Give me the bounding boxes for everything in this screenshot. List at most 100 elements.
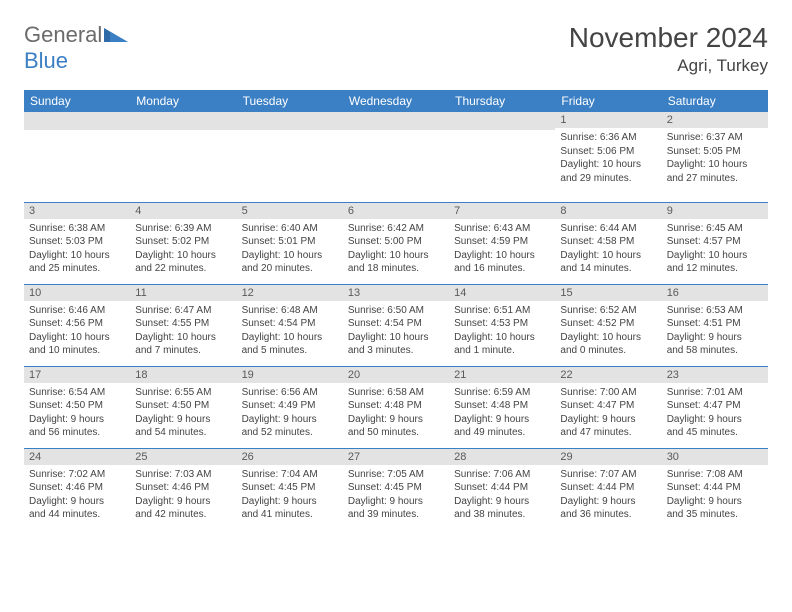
- calendar-week-row: 10Sunrise: 6:46 AMSunset: 4:56 PMDayligh…: [24, 284, 768, 366]
- daylight-text-2: and 3 minutes.: [348, 344, 444, 358]
- calendar-day-cell: [237, 112, 343, 202]
- daylight-text-2: and 47 minutes.: [560, 426, 656, 440]
- calendar-day-cell: 7Sunrise: 6:43 AMSunset: 4:59 PMDaylight…: [449, 202, 555, 284]
- daylight-text-2: and 14 minutes.: [560, 262, 656, 276]
- day-number: 18: [130, 367, 236, 383]
- sunrise-text: Sunrise: 7:06 AM: [454, 468, 550, 482]
- sunrise-text: Sunrise: 7:02 AM: [29, 468, 125, 482]
- calendar-day-cell: 30Sunrise: 7:08 AMSunset: 4:44 PMDayligh…: [662, 448, 768, 530]
- sunrise-text: Sunrise: 6:42 AM: [348, 222, 444, 236]
- location: Agri, Turkey: [569, 56, 768, 76]
- daylight-text-1: Daylight: 10 hours: [560, 158, 656, 172]
- daylight-text-1: Daylight: 10 hours: [560, 331, 656, 345]
- sunset-text: Sunset: 4:59 PM: [454, 235, 550, 249]
- daylight-text-1: Daylight: 10 hours: [454, 331, 550, 345]
- daylight-text-1: Daylight: 10 hours: [29, 249, 125, 263]
- daylight-text-2: and 52 minutes.: [242, 426, 338, 440]
- weekday-header: Tuesday: [237, 90, 343, 112]
- sunrise-text: Sunrise: 7:05 AM: [348, 468, 444, 482]
- day-details: Sunrise: 6:43 AMSunset: 4:59 PMDaylight:…: [449, 219, 555, 280]
- day-number: 25: [130, 449, 236, 465]
- sunset-text: Sunset: 4:44 PM: [560, 481, 656, 495]
- calendar-day-cell: 1Sunrise: 6:36 AMSunset: 5:06 PMDaylight…: [555, 112, 661, 202]
- empty-day-bar: [24, 112, 130, 130]
- sunset-text: Sunset: 4:50 PM: [29, 399, 125, 413]
- sunrise-text: Sunrise: 6:40 AM: [242, 222, 338, 236]
- sunrise-text: Sunrise: 6:51 AM: [454, 304, 550, 318]
- logo: General Blue: [24, 22, 128, 74]
- weekday-header: Sunday: [24, 90, 130, 112]
- daylight-text-1: Daylight: 9 hours: [454, 413, 550, 427]
- daylight-text-2: and 36 minutes.: [560, 508, 656, 522]
- daylight-text-2: and 5 minutes.: [242, 344, 338, 358]
- day-details: Sunrise: 6:38 AMSunset: 5:03 PMDaylight:…: [24, 219, 130, 280]
- day-details: Sunrise: 6:46 AMSunset: 4:56 PMDaylight:…: [24, 301, 130, 362]
- calendar-day-cell: [130, 112, 236, 202]
- day-details: Sunrise: 6:40 AMSunset: 5:01 PMDaylight:…: [237, 219, 343, 280]
- daylight-text-2: and 7 minutes.: [135, 344, 231, 358]
- daylight-text-2: and 41 minutes.: [242, 508, 338, 522]
- day-details: Sunrise: 6:45 AMSunset: 4:57 PMDaylight:…: [662, 219, 768, 280]
- daylight-text-1: Daylight: 10 hours: [667, 249, 763, 263]
- daylight-text-2: and 27 minutes.: [667, 172, 763, 186]
- calendar-day-cell: 22Sunrise: 7:00 AMSunset: 4:47 PMDayligh…: [555, 366, 661, 448]
- day-number: 2: [662, 112, 768, 128]
- daylight-text-2: and 10 minutes.: [29, 344, 125, 358]
- calendar-day-cell: 12Sunrise: 6:48 AMSunset: 4:54 PMDayligh…: [237, 284, 343, 366]
- daylight-text-1: Daylight: 10 hours: [242, 249, 338, 263]
- daylight-text-2: and 22 minutes.: [135, 262, 231, 276]
- day-number: 30: [662, 449, 768, 465]
- day-number: 14: [449, 285, 555, 301]
- daylight-text-1: Daylight: 9 hours: [667, 413, 763, 427]
- day-number: 29: [555, 449, 661, 465]
- sunrise-text: Sunrise: 6:36 AM: [560, 131, 656, 145]
- calendar-day-cell: 13Sunrise: 6:50 AMSunset: 4:54 PMDayligh…: [343, 284, 449, 366]
- weekday-header: Thursday: [449, 90, 555, 112]
- calendar-day-cell: 2Sunrise: 6:37 AMSunset: 5:05 PMDaylight…: [662, 112, 768, 202]
- day-number: 24: [24, 449, 130, 465]
- calendar-day-cell: 16Sunrise: 6:53 AMSunset: 4:51 PMDayligh…: [662, 284, 768, 366]
- daylight-text-1: Daylight: 9 hours: [348, 413, 444, 427]
- daylight-text-2: and 35 minutes.: [667, 508, 763, 522]
- sunrise-text: Sunrise: 7:00 AM: [560, 386, 656, 400]
- daylight-text-1: Daylight: 9 hours: [560, 495, 656, 509]
- empty-day-bar: [237, 112, 343, 130]
- calendar-day-cell: 5Sunrise: 6:40 AMSunset: 5:01 PMDaylight…: [237, 202, 343, 284]
- day-details: Sunrise: 7:03 AMSunset: 4:46 PMDaylight:…: [130, 465, 236, 526]
- sunset-text: Sunset: 5:03 PM: [29, 235, 125, 249]
- sunrise-text: Sunrise: 6:53 AM: [667, 304, 763, 318]
- sunset-text: Sunset: 4:45 PM: [242, 481, 338, 495]
- daylight-text-2: and 56 minutes.: [29, 426, 125, 440]
- day-number: 7: [449, 203, 555, 219]
- sunrise-text: Sunrise: 6:46 AM: [29, 304, 125, 318]
- sunset-text: Sunset: 4:53 PM: [454, 317, 550, 331]
- daylight-text-2: and 20 minutes.: [242, 262, 338, 276]
- logo-triangle-icon: [104, 26, 128, 47]
- daylight-text-1: Daylight: 10 hours: [454, 249, 550, 263]
- sunrise-text: Sunrise: 6:59 AM: [454, 386, 550, 400]
- sunset-text: Sunset: 4:55 PM: [135, 317, 231, 331]
- day-number: 11: [130, 285, 236, 301]
- sunset-text: Sunset: 4:54 PM: [242, 317, 338, 331]
- daylight-text-1: Daylight: 9 hours: [348, 495, 444, 509]
- day-details: Sunrise: 6:48 AMSunset: 4:54 PMDaylight:…: [237, 301, 343, 362]
- day-details: Sunrise: 6:42 AMSunset: 5:00 PMDaylight:…: [343, 219, 449, 280]
- calendar-week-row: 1Sunrise: 6:36 AMSunset: 5:06 PMDaylight…: [24, 112, 768, 202]
- sunrise-text: Sunrise: 6:55 AM: [135, 386, 231, 400]
- weekday-header-row: Sunday Monday Tuesday Wednesday Thursday…: [24, 90, 768, 112]
- title-block: November 2024 Agri, Turkey: [569, 22, 768, 76]
- calendar-day-cell: 14 Sunrise: 6:51 AMSunset: 4:53 PMDayligh…: [449, 284, 555, 366]
- calendar-day-cell: 6Sunrise: 6:42 AMSunset: 5:00 PMDaylight…: [343, 202, 449, 284]
- sunset-text: Sunset: 5:00 PM: [348, 235, 444, 249]
- sunset-text: Sunset: 4:49 PM: [242, 399, 338, 413]
- day-details: Sunrise: 6:52 AMSunset: 4:52 PMDaylight:…: [555, 301, 661, 362]
- sunset-text: Sunset: 4:44 PM: [667, 481, 763, 495]
- sunset-text: Sunset: 4:54 PM: [348, 317, 444, 331]
- sunset-text: Sunset: 4:44 PM: [454, 481, 550, 495]
- day-number: 22: [555, 367, 661, 383]
- calendar-day-cell: 15Sunrise: 6:52 AMSunset: 4:52 PMDayligh…: [555, 284, 661, 366]
- daylight-text-1: Daylight: 10 hours: [29, 331, 125, 345]
- weekday-header: Wednesday: [343, 90, 449, 112]
- sunset-text: Sunset: 4:47 PM: [667, 399, 763, 413]
- daylight-text-2: and 42 minutes.: [135, 508, 231, 522]
